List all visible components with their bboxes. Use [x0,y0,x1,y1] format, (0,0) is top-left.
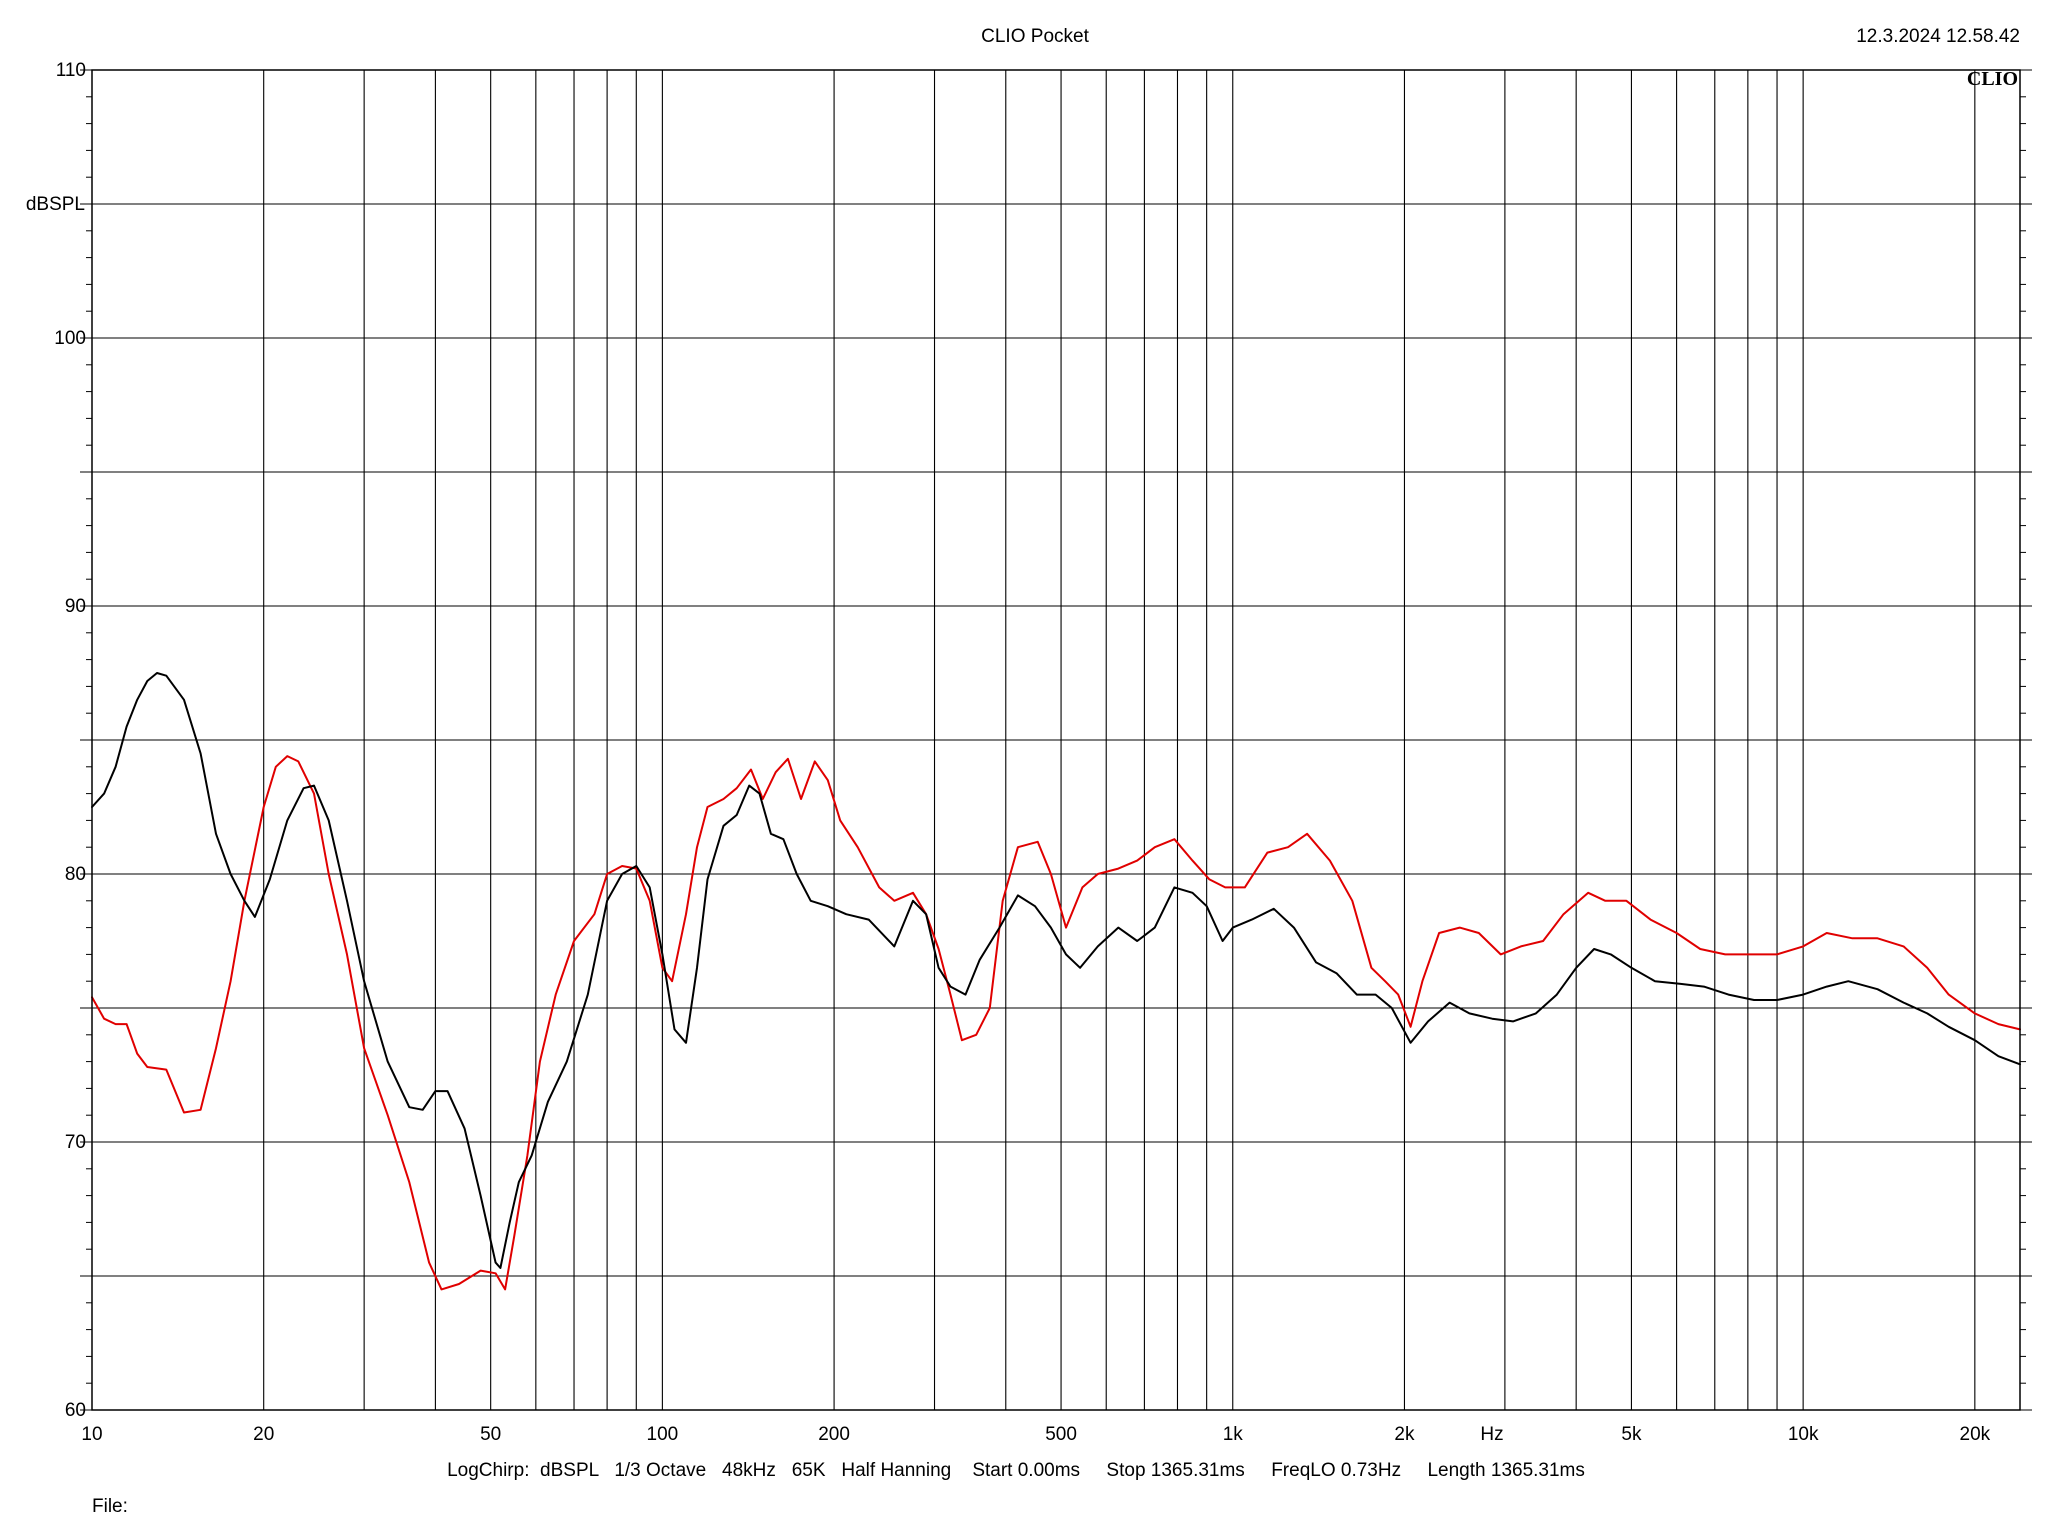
x-tick-label: 5k [1621,1424,1642,1445]
plot-frame [91,69,2021,1411]
y-tick-label: 60 [65,1400,86,1421]
x-tick-label: 200 [818,1424,850,1445]
file-label: File: [92,1496,128,1517]
x-tick-label: 1k [1223,1424,1244,1445]
x-tick-label: 50 [480,1424,501,1445]
y-tick-label: 70 [65,1132,86,1153]
y-axis-label: dBSPL [26,194,85,215]
y-tick-labels: 60 70 80 90 100 110 [54,60,86,1421]
grid-lines [80,69,2032,1411]
x-tick-label: 2k [1394,1424,1415,1445]
x-tick-label: 20k [1960,1424,1991,1445]
chart-title: CLIO Pocket [981,26,1089,47]
x-tick-labels: 10 20 50 100 200 500 1k 2k 5k 10k 20k [81,1424,1990,1445]
series-line-2 [91,672,2021,1269]
x-tick-label: 20 [253,1424,274,1445]
x-tick-label: 500 [1045,1424,1077,1445]
measurement-settings: LogChirp: dBSPL 1/3 Octave 48kHz 65K Hal… [447,1460,1585,1481]
y-tick-label: 110 [56,60,86,81]
x-tick-label: 10 [81,1424,102,1445]
x-tick-label: 10k [1788,1424,1819,1445]
y-tick-label: 80 [65,864,86,885]
y-tick-label: 100 [54,328,86,349]
y-tick-label: 90 [65,596,86,617]
x-axis-label: Hz [1480,1424,1503,1445]
timestamp: 12.3.2024 12.58.42 [1856,26,2020,47]
plot-lines [91,672,2021,1291]
series-line-1 [91,755,2021,1291]
brand-logo-text: CLIO [1967,68,2018,90]
x-tick-label: 100 [647,1424,679,1445]
